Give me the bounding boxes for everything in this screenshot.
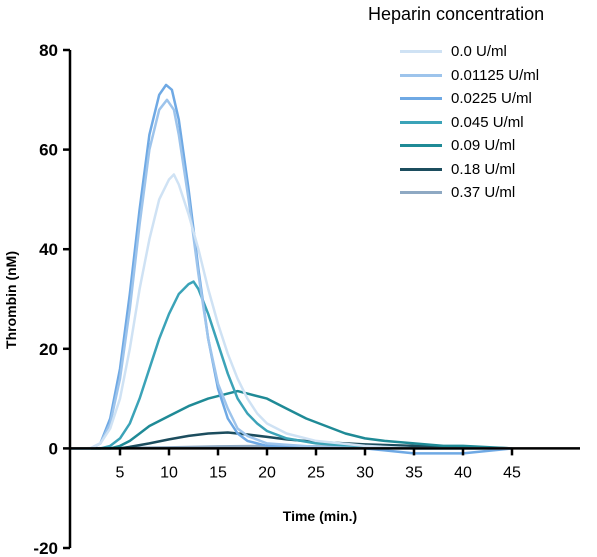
y-tick-label: 60	[39, 141, 58, 160]
legend-swatch	[400, 167, 442, 171]
x-ticks: 5 10 15 20 25 30 35 40 45	[116, 448, 521, 481]
legend-item: 0.01125 U/ml	[400, 64, 539, 88]
legend-label: 0.045 U/ml	[451, 113, 524, 131]
legend-item: 0.0 U/ml	[400, 40, 539, 64]
y-ticks: -20 0 20 40 60 80	[33, 41, 70, 557]
legend: 0.0 U/ml 0.01125 U/ml 0.0225 U/ml 0.045 U/m…	[400, 40, 539, 205]
legend-item: 0.09 U/ml	[400, 134, 539, 158]
series-line	[71, 98, 512, 450]
legend-label: 0.18 U/ml	[451, 160, 516, 178]
legend-item: 0.0225 U/ml	[400, 87, 539, 111]
legend-swatch	[400, 73, 442, 77]
y-tick-label: -20	[33, 539, 58, 557]
series-line	[71, 431, 513, 450]
legend-swatch	[400, 50, 442, 54]
x-tick-label: 30	[356, 464, 374, 481]
legend-label: 0.01125 U/ml	[451, 66, 540, 84]
series-line	[71, 389, 513, 450]
legend-label: 0.09 U/ml	[451, 137, 516, 155]
y-tick-label: 40	[39, 240, 58, 259]
legend-swatch	[400, 120, 442, 124]
y-tick-label: 0	[49, 439, 58, 458]
x-tick-label: 5	[116, 464, 125, 481]
legend-swatch	[400, 144, 442, 148]
y-tick-label: 80	[39, 41, 58, 60]
legend-item: 0.045 U/ml	[400, 111, 539, 135]
x-tick-label: 25	[307, 464, 325, 481]
legend-swatch	[400, 191, 442, 195]
x-tick-label: 10	[160, 464, 178, 481]
y-tick-label: 20	[39, 340, 58, 359]
x-axis-label: Time (min.)	[283, 508, 357, 524]
legend-swatch	[400, 97, 442, 101]
series-line	[71, 173, 512, 450]
legend-label: 0.37 U/ml	[451, 184, 516, 202]
x-tick-label: 40	[454, 464, 472, 481]
legend-item: 0.37 U/ml	[400, 181, 539, 205]
x-tick-label: 35	[405, 464, 423, 481]
legend-label: 0.0225 U/ml	[451, 90, 532, 108]
legend-item: 0.18 U/ml	[400, 158, 539, 182]
legend-title: Heparin concentration	[368, 4, 545, 24]
x-tick-label: 15	[209, 464, 227, 481]
x-tick-label: 45	[503, 464, 521, 481]
legend-label: 0.0 U/ml	[451, 43, 507, 61]
x-tick-label: 20	[258, 464, 276, 481]
y-axis-label: Thrombin (nM)	[3, 251, 19, 349]
series-lines	[70, 83, 513, 455]
